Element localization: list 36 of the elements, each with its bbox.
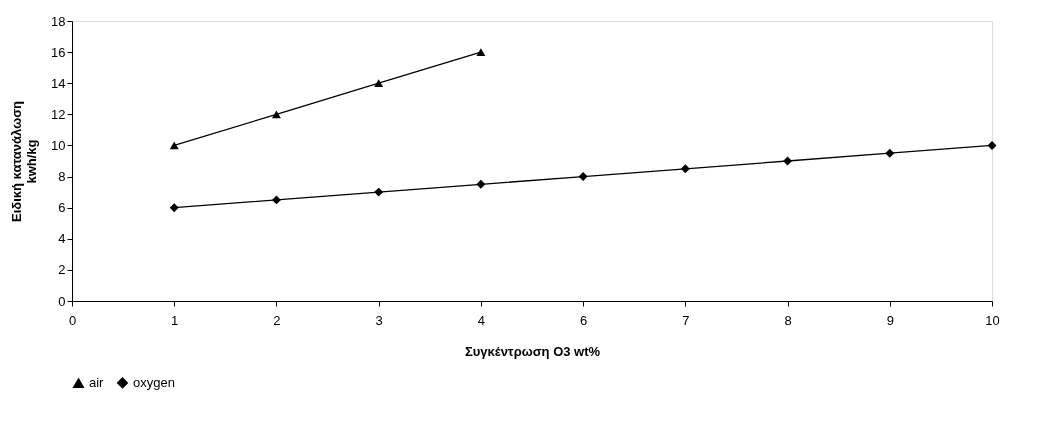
x-tick-label: 3 — [375, 312, 383, 328]
point — [374, 187, 384, 197]
y-axis-title: Ειδική κατανάλωση kwh/kg — [9, 100, 40, 222]
y-tick-label: 6 — [58, 200, 66, 216]
point — [169, 203, 179, 213]
point — [476, 48, 486, 56]
point — [578, 172, 588, 182]
x-tick-label: 4 — [477, 312, 486, 328]
point — [987, 140, 997, 150]
x-tick-label: 9 — [886, 312, 894, 328]
y-tick-label: 0 — [58, 293, 66, 309]
x-tick-label: 8 — [784, 312, 792, 328]
x-tick-label: 0 — [68, 312, 77, 328]
y-tick-label: 12 — [51, 106, 66, 122]
x-tick-label: 1 — [171, 312, 179, 328]
point — [374, 79, 384, 88]
y-tick-label: 8 — [58, 169, 66, 185]
point — [783, 156, 793, 166]
legend-label: oxygen — [133, 374, 175, 390]
legend-label: air — [89, 375, 105, 391]
x-axis-title: Συγκέντρωση O3 wt% — [464, 343, 601, 359]
point — [271, 110, 281, 119]
x-tick-label: 6 — [579, 312, 588, 328]
point — [271, 195, 281, 205]
x-tick-label: 7 — [682, 312, 690, 328]
y-tick-label: 14 — [51, 75, 66, 91]
point — [885, 148, 895, 158]
point — [680, 164, 690, 174]
x-tick-label: 10 — [985, 312, 1000, 328]
y-tick-label: 4 — [58, 231, 66, 247]
x-tick-label: 2 — [273, 312, 281, 328]
y-tick-label: 2 — [58, 262, 66, 278]
point — [476, 179, 486, 189]
y-tick-label: 16 — [51, 44, 66, 60]
y-tick-label: 10 — [51, 137, 66, 153]
y-tick-label: 18 — [51, 13, 66, 29]
